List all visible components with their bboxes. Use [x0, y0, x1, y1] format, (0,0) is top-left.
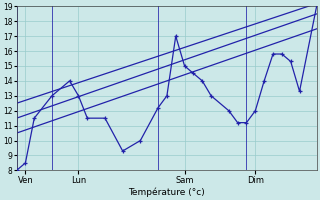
X-axis label: Température (°c): Température (°c) [129, 188, 205, 197]
